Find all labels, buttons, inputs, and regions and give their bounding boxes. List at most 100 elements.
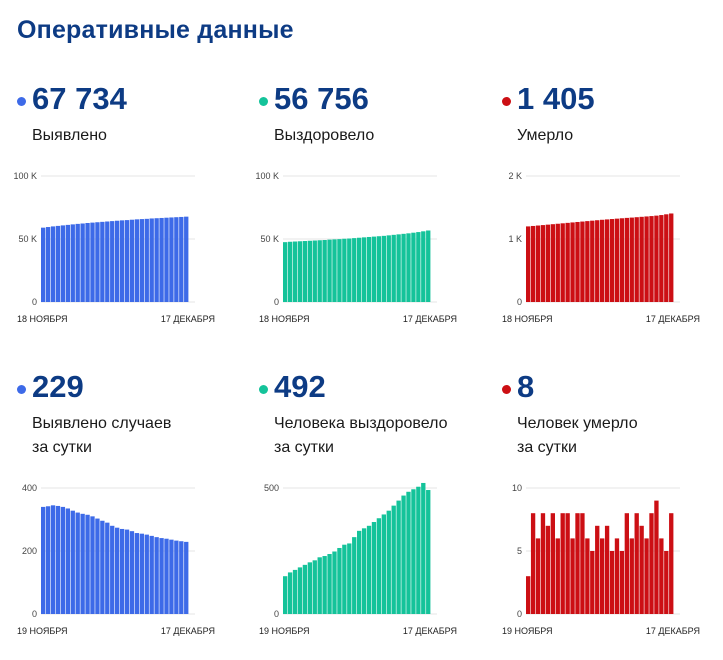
- bar: [297, 567, 303, 614]
- y-tick-label: 200: [22, 546, 37, 556]
- bar: [302, 241, 308, 302]
- bar: [570, 222, 575, 302]
- bar: [550, 224, 555, 302]
- bar: [570, 538, 575, 614]
- bar: [55, 505, 61, 614]
- bar: [426, 490, 431, 614]
- bar-chart: 0 50 K 100 K 18 НОЯБРЯ 17 ДЕКАБРЯ: [13, 171, 215, 324]
- stat-label-line: Выздоровело: [274, 127, 375, 144]
- bar: [421, 231, 426, 302]
- bar: [649, 513, 654, 614]
- bar: [70, 224, 75, 302]
- stat-label-line: Человек умерло: [517, 415, 638, 432]
- bar: [100, 520, 105, 614]
- bar: [357, 237, 362, 302]
- bar: [357, 530, 362, 614]
- bar: [332, 551, 337, 614]
- bar: [609, 551, 615, 614]
- bar: [639, 216, 644, 302]
- bar: [649, 216, 654, 302]
- bar: [139, 533, 144, 614]
- bar: [124, 220, 130, 302]
- bar: [600, 219, 605, 302]
- bar: [565, 513, 570, 614]
- bar: [154, 218, 159, 302]
- bar: [361, 528, 367, 614]
- series-dot-icon: [502, 384, 511, 394]
- bar: [90, 222, 95, 302]
- bar: [664, 551, 669, 614]
- bar: [376, 518, 382, 614]
- bar: [639, 525, 644, 614]
- bar: [292, 569, 298, 614]
- bar: [302, 564, 308, 614]
- bar: [634, 217, 639, 302]
- stat-label: Выявлено: [32, 124, 107, 148]
- y-tick-label: 0: [32, 609, 37, 619]
- bar: [421, 482, 426, 614]
- y-tick-label: 0: [32, 297, 37, 307]
- bar: [540, 225, 546, 302]
- bar: [411, 489, 416, 614]
- stat-label-line: за сутки: [274, 439, 334, 456]
- bar: [406, 491, 411, 614]
- y-tick-label: 5: [517, 546, 522, 556]
- bar: [65, 508, 70, 614]
- bar: [391, 505, 396, 614]
- bar: [371, 236, 377, 302]
- bar: [560, 513, 565, 614]
- bar: [287, 572, 293, 614]
- bar: [307, 562, 312, 614]
- bar: [535, 538, 541, 614]
- stat-label: Выявлено случаев за сутки: [32, 412, 171, 460]
- bar: [134, 533, 140, 614]
- bar: [654, 500, 659, 614]
- bar: [619, 551, 625, 614]
- bar: [85, 223, 90, 302]
- bar: [535, 225, 541, 302]
- bar: [169, 539, 174, 614]
- bar: [352, 537, 357, 614]
- bar: [149, 535, 154, 614]
- stat-label-line: за сутки: [517, 439, 577, 456]
- series-dot-icon: [502, 96, 511, 106]
- bar: [119, 528, 125, 614]
- bar: [115, 220, 120, 302]
- bar: [629, 538, 634, 614]
- y-tick-label: 10: [512, 483, 522, 493]
- bar: [585, 221, 590, 302]
- bar: [342, 238, 347, 302]
- bar: [669, 513, 674, 614]
- stat-label-line: Выявлено случаев: [32, 415, 172, 432]
- bar: [416, 486, 421, 614]
- bar: [154, 537, 159, 614]
- stat-label: Человек умерло за сутки: [517, 412, 638, 460]
- bar: [381, 235, 386, 302]
- bar: [396, 234, 401, 302]
- bar: [184, 541, 189, 614]
- bar: [80, 223, 85, 302]
- bar: [60, 225, 66, 302]
- bar: [100, 221, 105, 302]
- bar: [406, 233, 411, 302]
- bar: [110, 221, 115, 302]
- bar: [164, 538, 169, 614]
- stat-value: 67 734: [32, 81, 127, 116]
- y-tick-label: 0: [274, 297, 279, 307]
- stat-label: Человека выздоровело за сутки: [274, 412, 447, 460]
- stat-label-line: за сутки: [32, 439, 92, 456]
- bar: [575, 513, 580, 614]
- stat-label-line: Умерло: [517, 127, 574, 144]
- bar: [283, 576, 288, 614]
- bar: [45, 227, 51, 302]
- bar: [545, 525, 551, 614]
- bar: [366, 525, 372, 614]
- bar: [149, 218, 154, 302]
- bar: [129, 531, 135, 614]
- bar: [105, 522, 110, 614]
- bar: [604, 219, 610, 302]
- bar: [595, 220, 600, 302]
- bar: [386, 235, 391, 302]
- bar: [184, 216, 189, 302]
- bar: [45, 506, 51, 614]
